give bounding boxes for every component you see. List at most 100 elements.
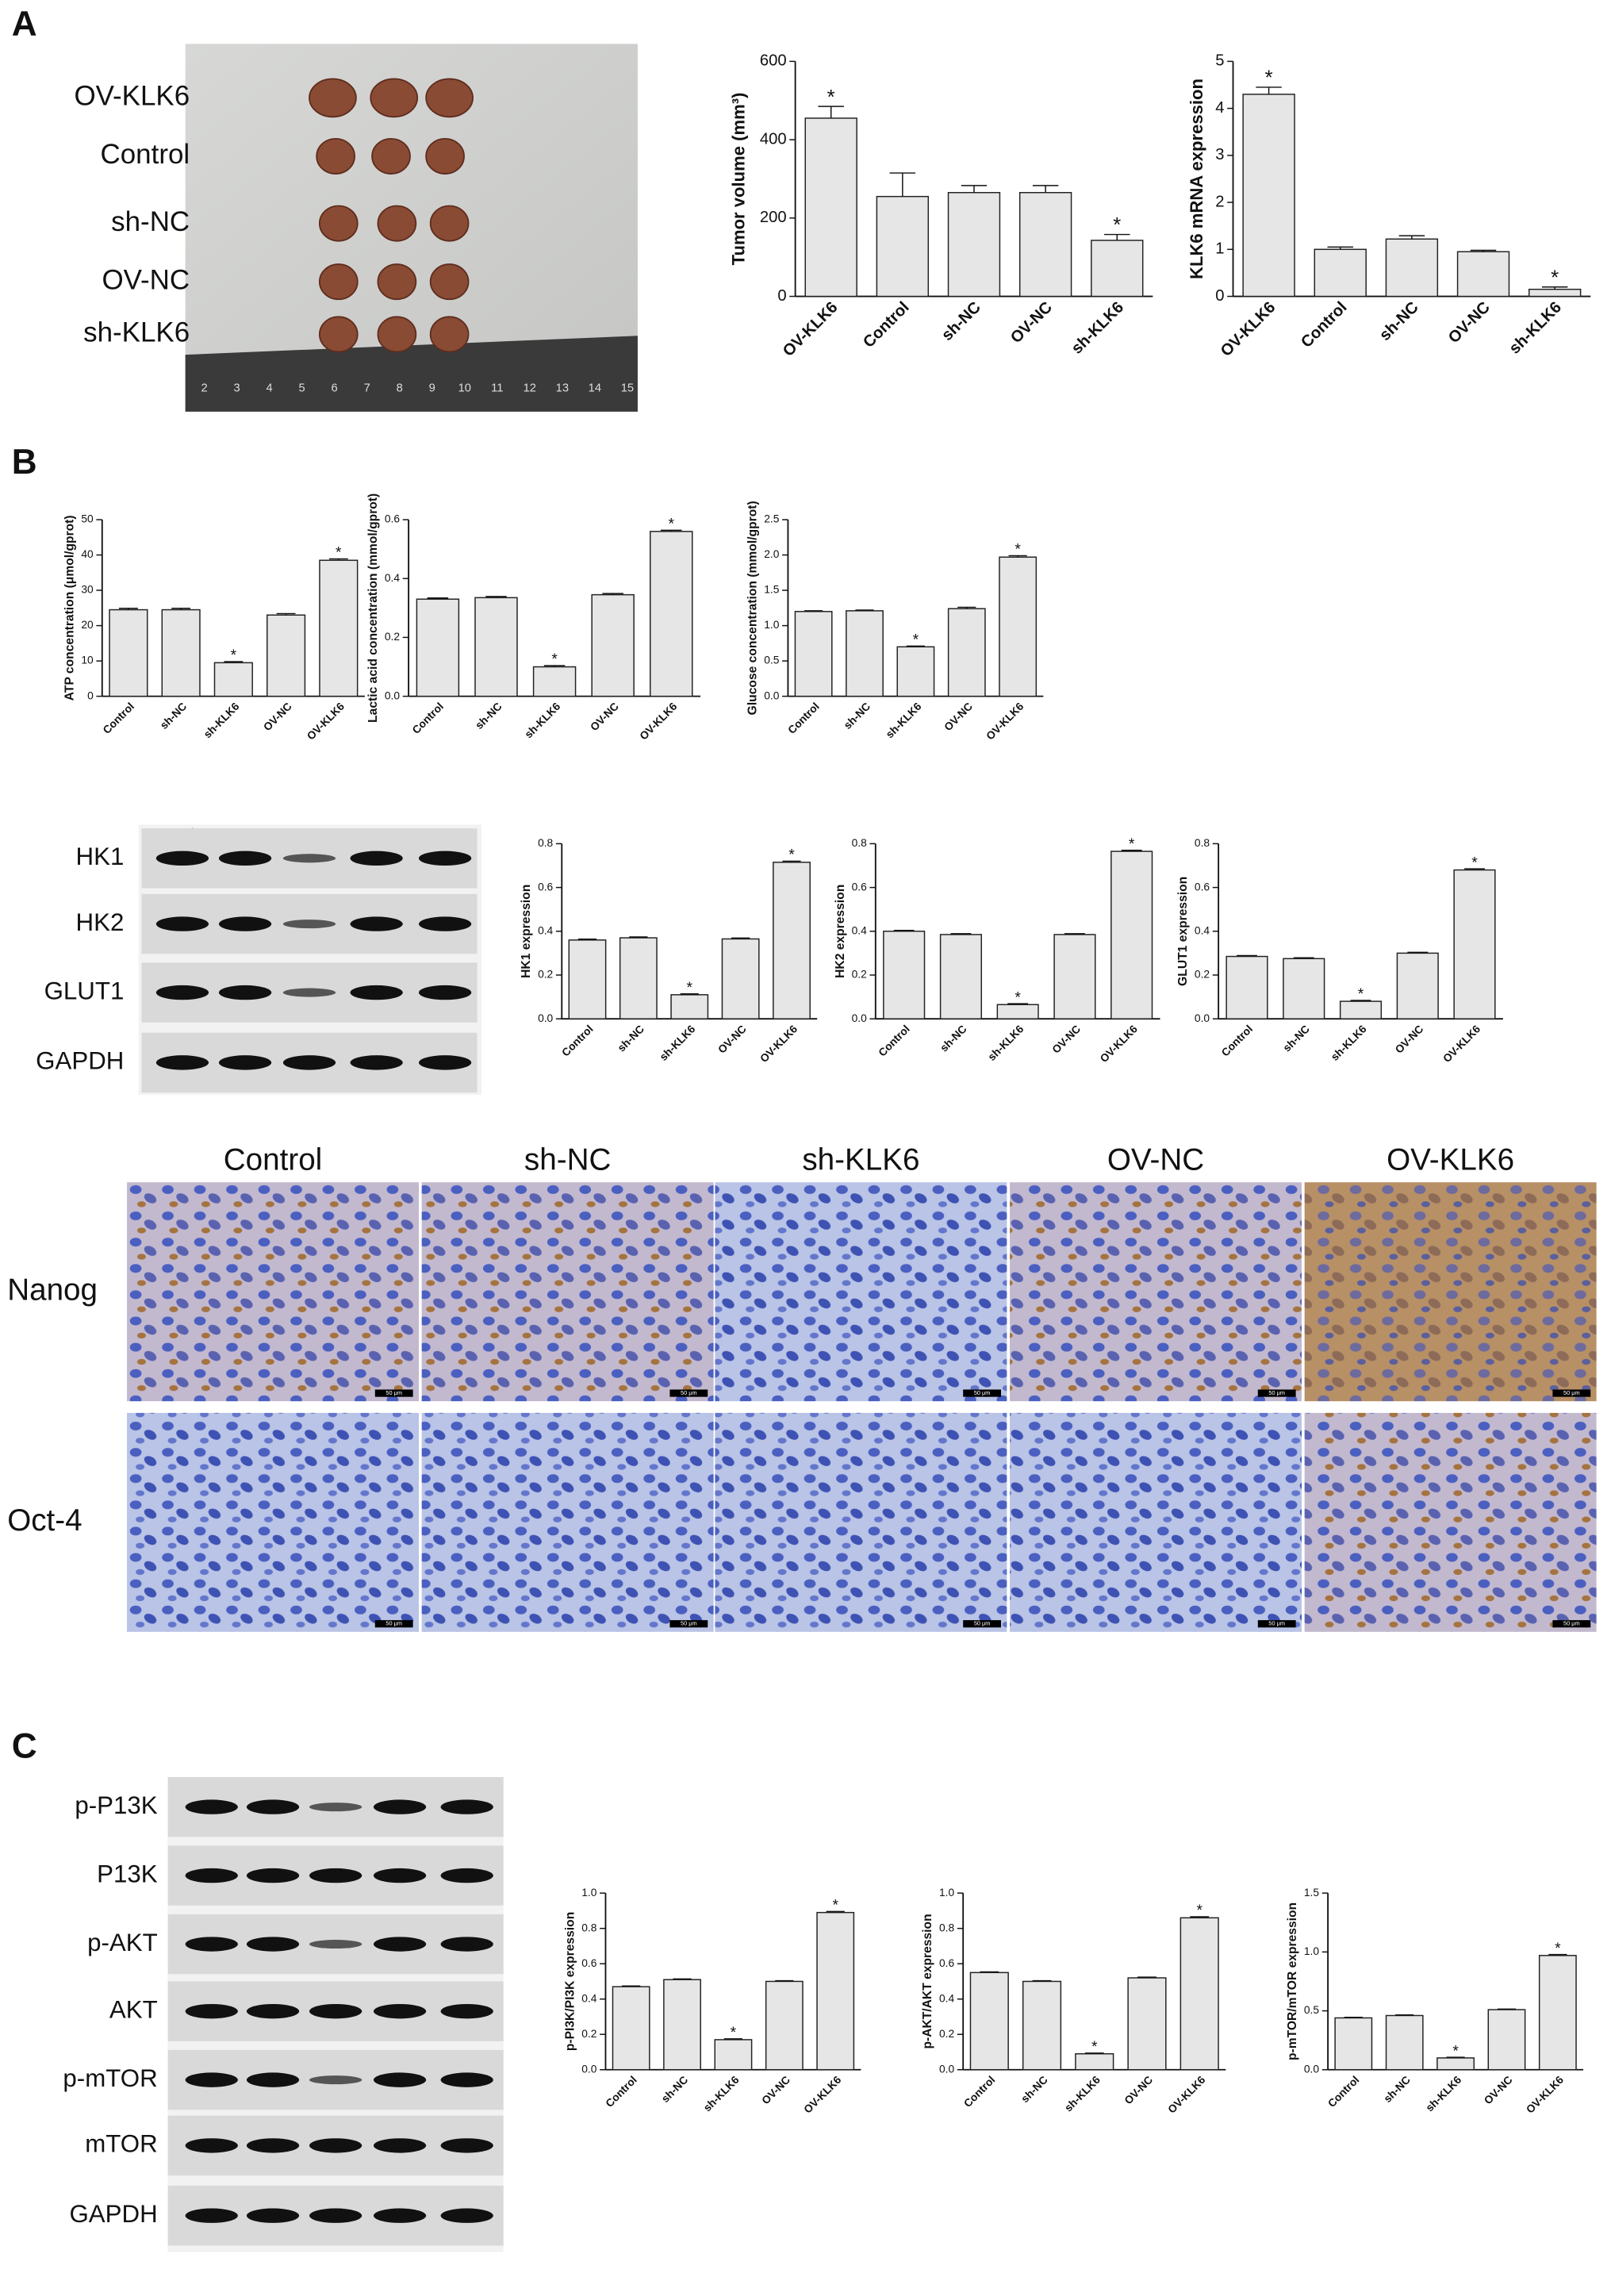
y-tick-label: 0.6 xyxy=(385,513,400,525)
x-tick-label: sh-NC xyxy=(659,2074,690,2105)
bar xyxy=(896,646,935,697)
ihc-image xyxy=(1010,1412,1302,1632)
x-tick-label: Control xyxy=(1219,1023,1255,1058)
y-tick-label: 0.2 xyxy=(538,969,553,981)
blot-band xyxy=(373,2072,427,2087)
y-tick-label: 0.8 xyxy=(1195,837,1210,849)
y-tick-label: 0.2 xyxy=(581,2028,596,2040)
ruler-number: 9 xyxy=(429,382,435,394)
bar xyxy=(999,556,1038,697)
blot-band xyxy=(418,1055,472,1070)
bar xyxy=(474,597,518,697)
blot-band xyxy=(155,985,209,1000)
significance-star: * xyxy=(551,651,558,668)
x-tick-label: OV-KLK6 xyxy=(1218,298,1279,360)
x-tick-label: Control xyxy=(1325,2074,1361,2110)
y-axis-label: Tumor volume (mm³) xyxy=(729,93,749,266)
y-tick-label: 2.5 xyxy=(764,513,779,525)
group-label: Control xyxy=(101,139,190,170)
y-tick-label: 0.0 xyxy=(1304,2063,1319,2075)
bar xyxy=(1538,1955,1577,2071)
y-axis-label: p-AKT/AKT expression xyxy=(921,1914,934,2048)
x-tick-label: sh-KLK6 xyxy=(1424,2074,1464,2114)
scale-bar xyxy=(1257,1620,1296,1628)
blot-band xyxy=(373,2138,427,2153)
significance-star: * xyxy=(788,847,795,864)
blot-band xyxy=(185,2138,238,2153)
blot-band xyxy=(218,850,272,866)
tumor xyxy=(377,263,417,301)
bar xyxy=(1314,248,1367,298)
blot-band xyxy=(418,916,472,931)
tumor xyxy=(377,316,417,353)
x-tick-label: sh-KLK6 xyxy=(1068,298,1127,357)
y-tick-label: 0.4 xyxy=(1195,924,1210,936)
y-axis-label: HK1 expression xyxy=(520,885,533,978)
blot-band xyxy=(185,2003,238,2019)
scale-bar-label: 50 μm xyxy=(681,1620,697,1627)
bar xyxy=(1456,251,1510,298)
group-label: sh-KLK6 xyxy=(83,317,190,348)
blot-band xyxy=(440,1937,493,1952)
bar xyxy=(773,862,811,1019)
blot-band xyxy=(185,2072,238,2087)
significance-star: * xyxy=(1452,2043,1459,2060)
column-label: sh-NC xyxy=(524,1143,611,1177)
x-tick-label: sh-KLK6 xyxy=(1329,1023,1369,1063)
ihc-image xyxy=(421,1412,714,1632)
x-tick-label: OV-NC xyxy=(588,701,621,734)
x-tick-label: Control xyxy=(101,701,136,736)
blot-band xyxy=(218,916,272,931)
x-tick-label: sh-KLK6 xyxy=(1062,2074,1103,2114)
x-tick-label: sh-KLK6 xyxy=(701,2074,742,2114)
ihc-image xyxy=(127,1182,419,1402)
scale-bar xyxy=(374,1620,413,1628)
y-tick-label: 1.5 xyxy=(764,584,779,596)
row-label: Oct-4 xyxy=(7,1503,82,1538)
x-tick-label: sh-NC xyxy=(616,1023,646,1054)
x-tick-label: OV-KLK6 xyxy=(1166,2074,1208,2116)
significance-star: * xyxy=(913,632,919,649)
bar xyxy=(794,611,833,697)
scale-bar-label: 50 μm xyxy=(1563,1389,1580,1396)
blot-band xyxy=(309,1868,362,1883)
bar xyxy=(846,610,884,697)
blot-band xyxy=(185,1937,238,1952)
bar xyxy=(568,939,607,1019)
blot-band xyxy=(373,2208,427,2223)
y-tick-label: 0 xyxy=(777,287,786,305)
scale-bar-label: 50 μm xyxy=(1563,1620,1580,1627)
bar xyxy=(532,666,577,697)
ihc-image xyxy=(1010,1182,1302,1402)
blot-band xyxy=(440,1799,493,1814)
tumor xyxy=(429,205,470,242)
bar xyxy=(765,1980,804,2071)
blot-row-label: p-AKT xyxy=(87,1929,158,1956)
ruler-number: 14 xyxy=(589,382,601,394)
ruler-number: 12 xyxy=(524,382,536,394)
y-tick-label: 400 xyxy=(760,130,787,148)
y-tick-label: 30 xyxy=(81,584,94,596)
ruler-number: 4 xyxy=(267,382,273,394)
blot-band xyxy=(155,1055,209,1070)
significance-star: * xyxy=(1196,1902,1202,1919)
bar xyxy=(319,559,359,697)
ihc-image xyxy=(1304,1182,1597,1402)
bar xyxy=(650,531,693,697)
blot-band xyxy=(185,1799,238,1814)
y-tick-label: 1.5 xyxy=(1304,1887,1319,1899)
bar xyxy=(1242,94,1295,298)
bar xyxy=(714,2039,753,2071)
ihc-image xyxy=(421,1182,714,1402)
y-tick-label: 0.0 xyxy=(385,689,400,701)
blot-band xyxy=(440,2138,493,2153)
significance-star: * xyxy=(1091,2039,1098,2056)
y-tick-label: 0.2 xyxy=(852,969,867,981)
y-tick-label: 2 xyxy=(1215,193,1224,210)
x-tick-label: sh-NC xyxy=(1018,2074,1049,2105)
blot-band xyxy=(309,1803,362,1812)
significance-star: * xyxy=(1015,989,1021,1006)
y-tick-label: 0.8 xyxy=(538,837,553,849)
